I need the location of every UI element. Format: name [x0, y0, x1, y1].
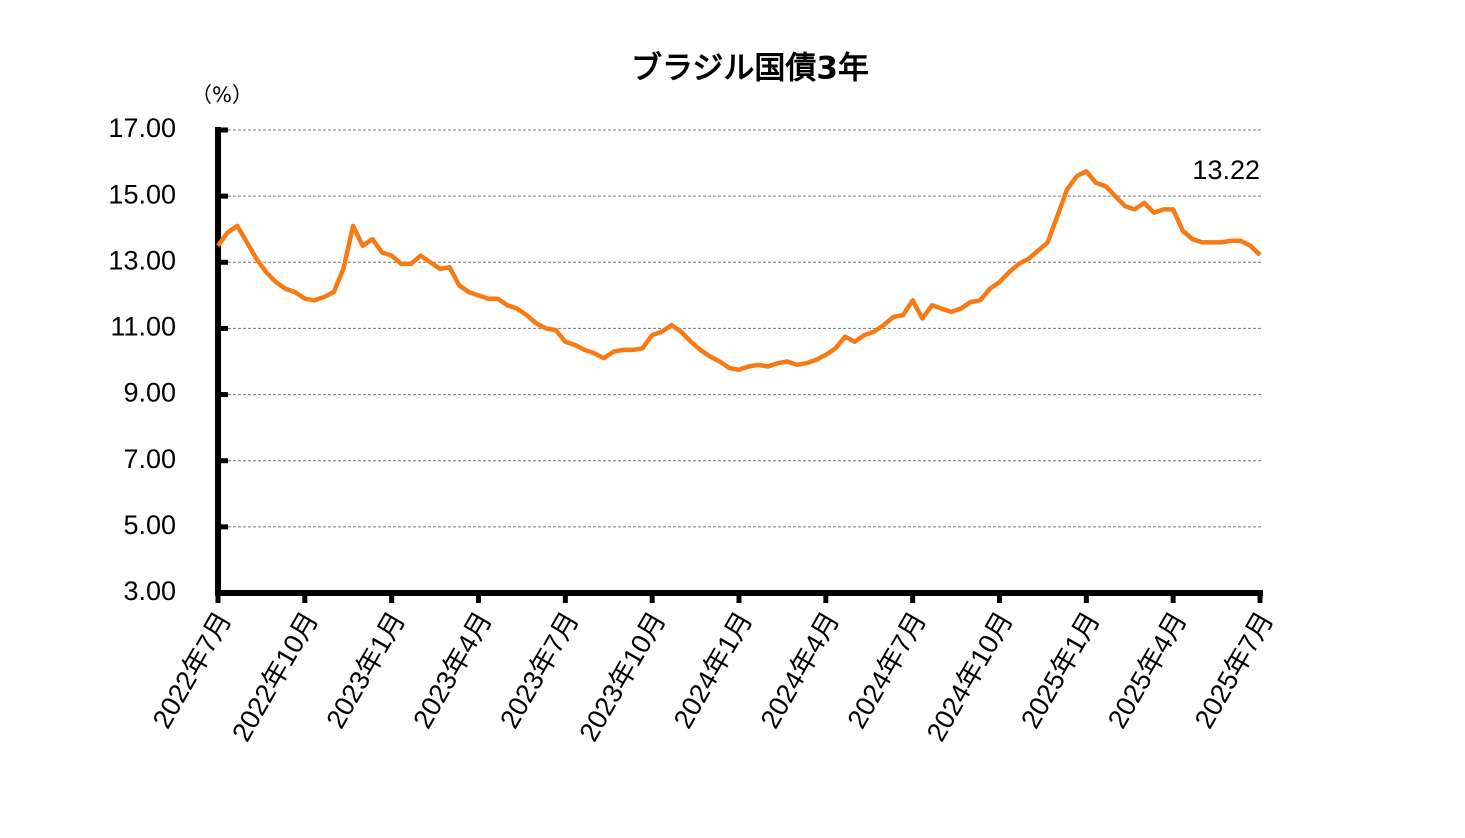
x-tick-label: 2024年4月 — [755, 607, 846, 734]
x-tick-label: 2025年1月 — [1015, 607, 1106, 734]
x-tick-label: 2022年7月 — [147, 607, 238, 734]
x-tick-label: 2024年7月 — [842, 607, 933, 734]
x-tick-label: 2022年10月 — [226, 607, 324, 747]
y-tick-label: 11.00 — [110, 312, 176, 342]
x-tick-label: 2025年7月 — [1189, 607, 1280, 734]
y-tick-label: 15.00 — [108, 179, 176, 209]
x-tick-label: 2025年4月 — [1102, 607, 1193, 734]
x-tick-label: 2023年7月 — [494, 607, 585, 734]
x-tick-label: 2024年10月 — [921, 607, 1019, 747]
y-tick-label: 13.00 — [108, 245, 176, 275]
x-tick-label: 2023年1月 — [321, 607, 412, 734]
y-tick-label: 7.00 — [123, 444, 176, 474]
y-tick-label: 17.00 — [108, 113, 176, 143]
y-tick-label: 3.00 — [123, 576, 176, 606]
y-axis-label: （%） — [191, 83, 253, 107]
y-tick-label: 5.00 — [123, 510, 176, 540]
y-tick-label: 9.00 — [123, 378, 176, 408]
chart-title: ブラジル国債3年 — [631, 51, 869, 87]
x-tick-label: 2023年4月 — [407, 607, 498, 734]
x-tick-label: 2024年1月 — [668, 607, 759, 734]
x-tick-label: 2023年10月 — [573, 607, 671, 747]
data-label: 13.22 — [1192, 155, 1260, 185]
series-line — [216, 169, 1262, 373]
